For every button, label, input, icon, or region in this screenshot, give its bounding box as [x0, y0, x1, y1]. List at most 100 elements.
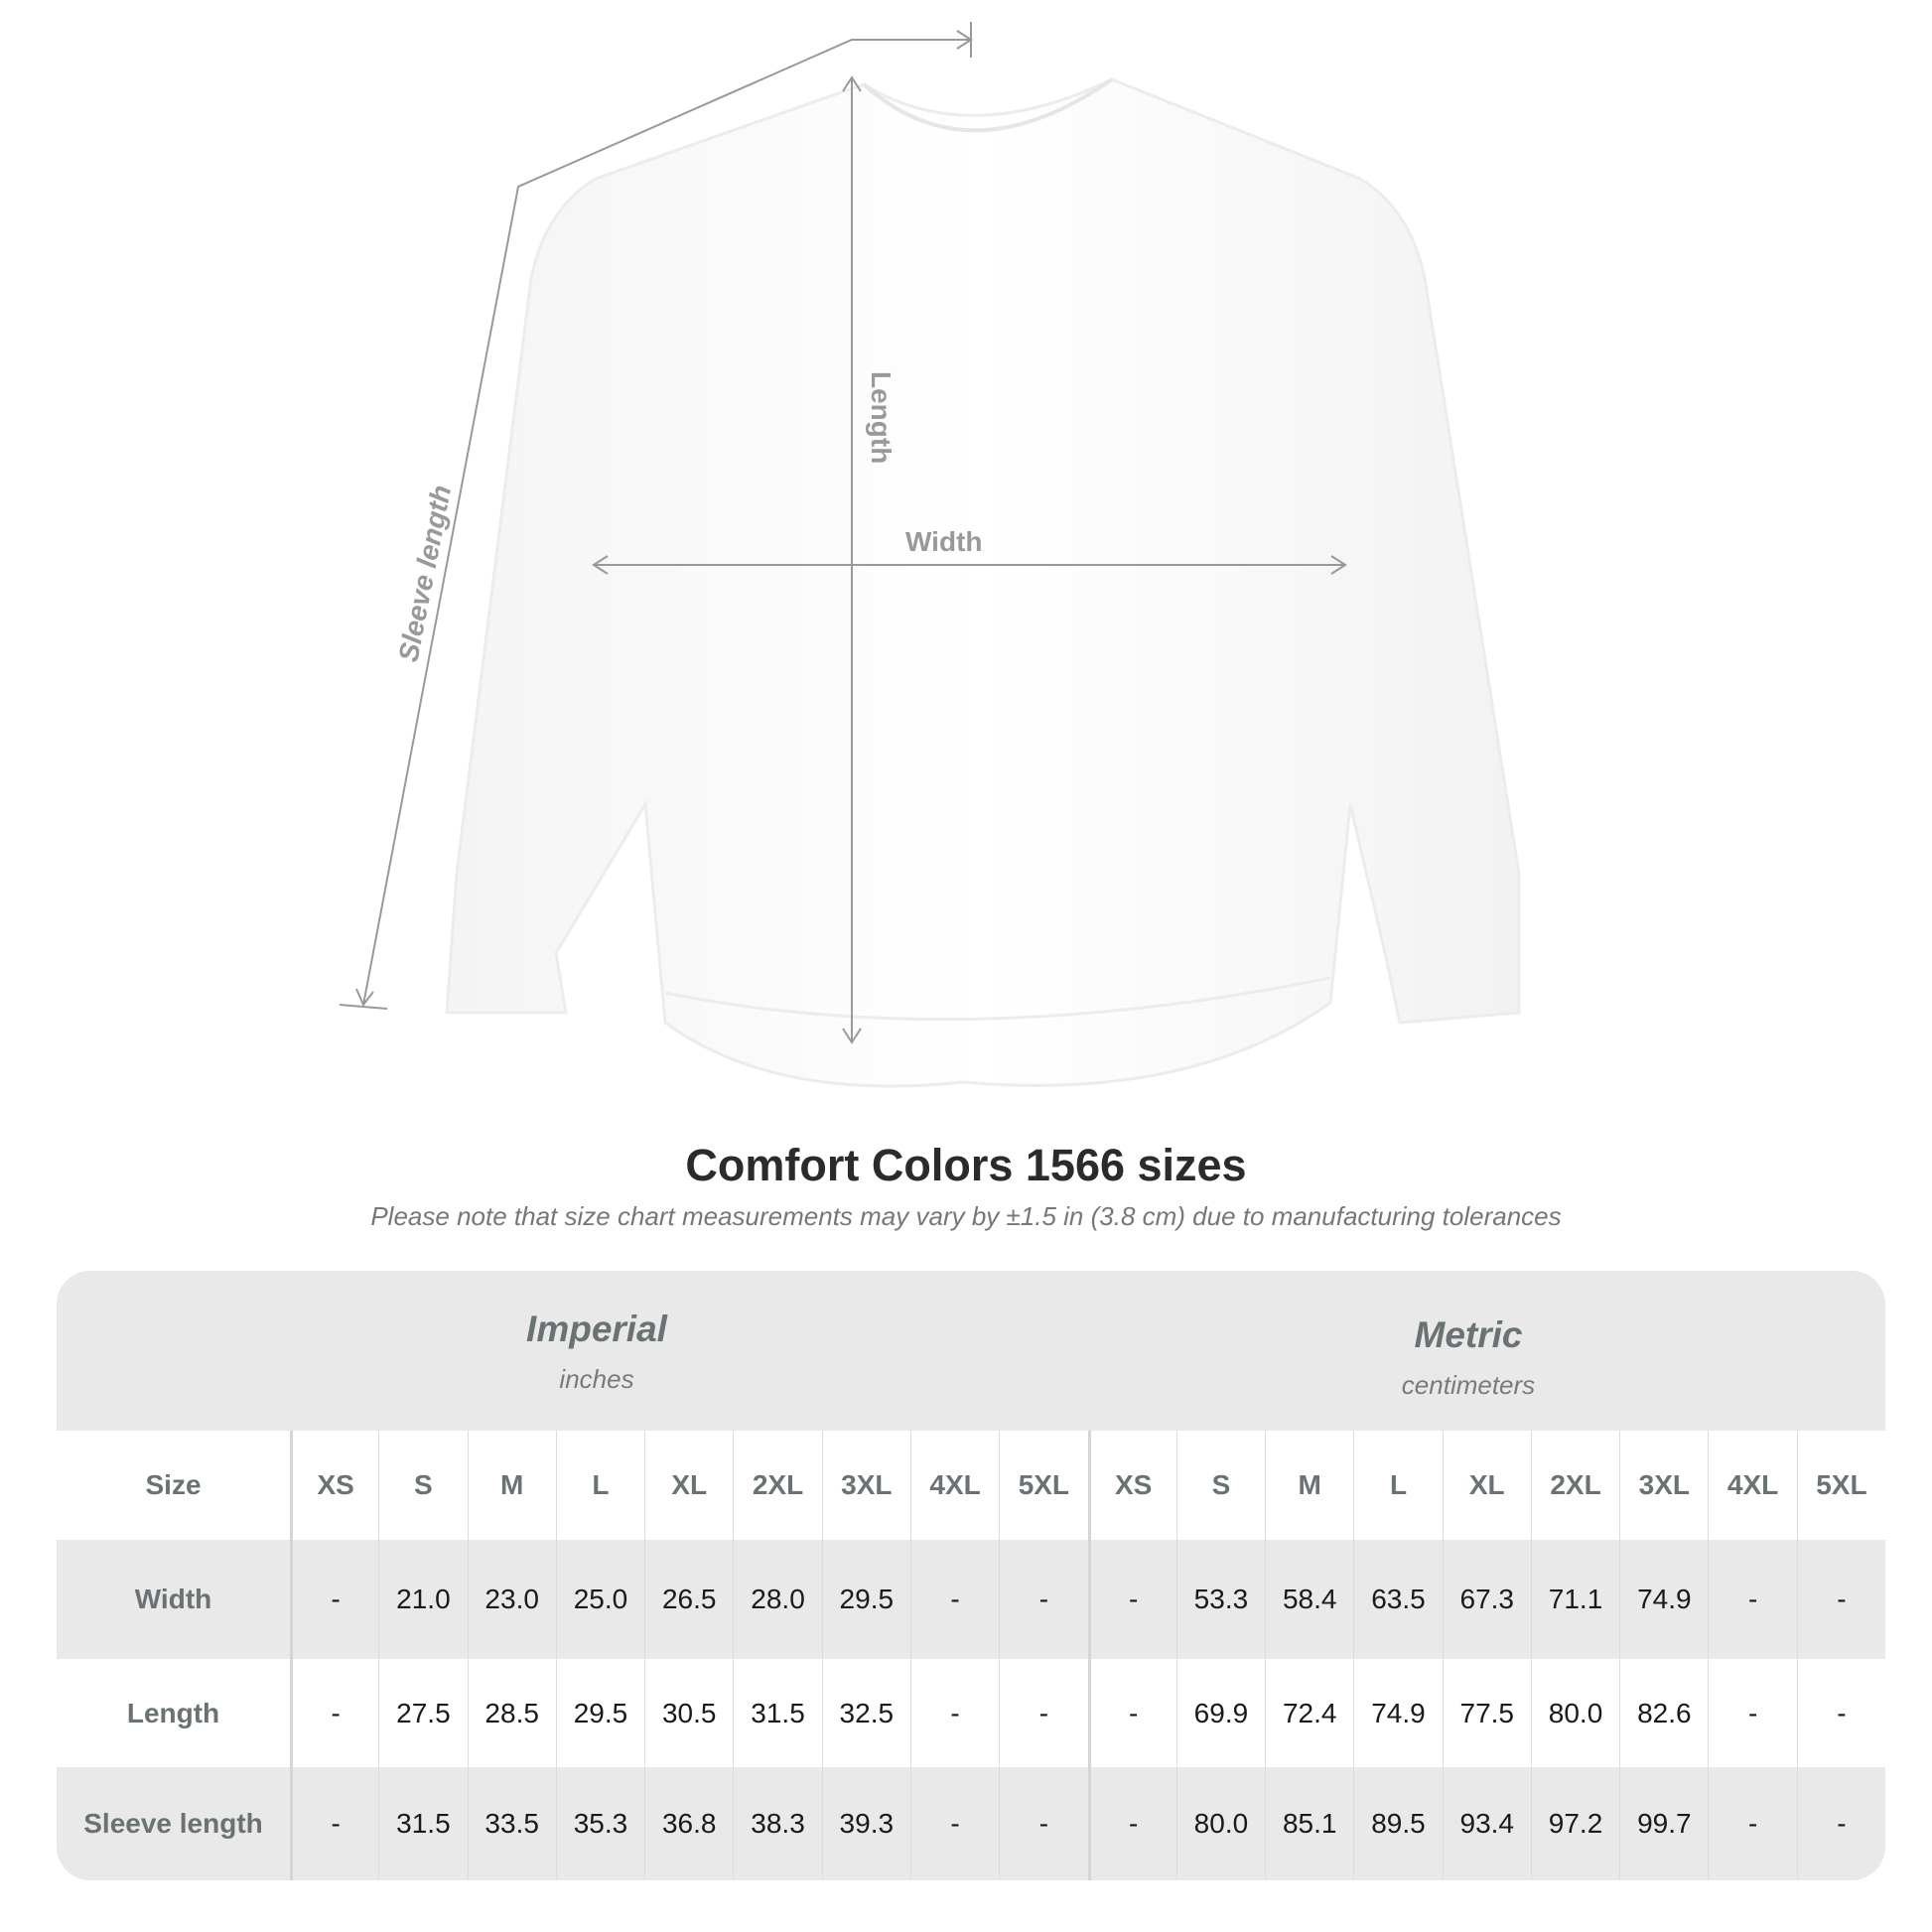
size-header-cell: XL [1442, 1431, 1531, 1540]
value-cell: 29.5 [821, 1540, 910, 1659]
width-arrow-right [1330, 555, 1347, 575]
row-label: Sleeve length [83, 1808, 263, 1839]
value-cell: 82.6 [1619, 1659, 1708, 1767]
value-cell: 63.5 [1353, 1540, 1442, 1659]
value-cell: 69.9 [1175, 1659, 1265, 1767]
sweatshirt-body [445, 77, 1521, 1088]
value-cell: 35.3 [555, 1767, 644, 1880]
value-cell: 72.4 [1265, 1659, 1353, 1767]
value-cell: - [999, 1659, 1087, 1767]
size-header-cell: 4XL [1708, 1431, 1796, 1540]
sweatshirt-diagram: Width Length Sleeve length [339, 22, 1521, 1088]
table-row: Length -27.5 28.5 29.5 30.5 31.5 32.5- - -69.9 72… [57, 1659, 1885, 1767]
value-cell: 26.5 [644, 1540, 733, 1659]
value-cell: 97.2 [1530, 1767, 1619, 1880]
value-cell: 25.0 [555, 1540, 644, 1659]
value-cell: 31.5 [378, 1767, 467, 1880]
value-cell: - [290, 1767, 378, 1880]
value-cell: 74.9 [1353, 1659, 1442, 1767]
size-header-cell: XS [290, 1431, 378, 1540]
size-header-cell: 3XL [821, 1431, 910, 1540]
table-row: Width -21.0 23.0 25.0 26.5 28.0 29.5- - -53.3 58.… [57, 1540, 1885, 1659]
width-arrow-left [592, 555, 609, 575]
value-cell: 27.5 [378, 1659, 467, 1767]
value-cell: - [1087, 1540, 1176, 1659]
sleeve-arrow-top [956, 30, 973, 50]
size-header-cell: L [1353, 1431, 1442, 1540]
metric-unit: centimeters [1401, 1370, 1536, 1400]
size-header-cell: M [1265, 1431, 1353, 1540]
value-cell: 23.0 [467, 1540, 556, 1659]
value-cell: 36.8 [644, 1767, 733, 1880]
value-cell: 67.3 [1442, 1540, 1531, 1659]
unit-header: Imperial inches Metric centimeters [57, 1271, 1885, 1431]
value-cell: 89.5 [1353, 1767, 1442, 1880]
value-cell: 93.4 [1442, 1767, 1531, 1880]
size-header-cell: 3XL [1619, 1431, 1708, 1540]
value-cell: - [1708, 1767, 1796, 1880]
value-cell: 31.5 [733, 1659, 821, 1767]
value-cell: 80.0 [1530, 1659, 1619, 1767]
size-header-cell: XS [1087, 1431, 1176, 1540]
value-cell: - [1708, 1659, 1796, 1767]
chart-title: Comfort Colors 1566 sizes [685, 1140, 1247, 1190]
waistband [664, 976, 1331, 1022]
value-cell: 28.5 [467, 1659, 556, 1767]
value-cell: - [909, 1659, 999, 1767]
size-header-cell: XL [644, 1431, 733, 1540]
value-cell: 39.3 [821, 1767, 910, 1880]
value-cell: 71.1 [1530, 1540, 1619, 1659]
metric-heading: Metric [1414, 1314, 1523, 1355]
value-cell: - [999, 1767, 1087, 1880]
value-cell: - [290, 1540, 378, 1659]
collar [862, 77, 1114, 133]
value-cell: - [1796, 1540, 1885, 1659]
value-cell: 85.1 [1265, 1767, 1353, 1880]
sleeve-line [362, 39, 971, 1006]
length-arrow-top [842, 75, 862, 92]
size-header-cell: 5XL [1796, 1431, 1885, 1540]
size-header-cell: 5XL [999, 1431, 1087, 1540]
width-label: Width [905, 526, 983, 557]
imperial-heading: Imperial [526, 1309, 667, 1349]
value-cell: - [909, 1767, 999, 1880]
value-cell: - [290, 1659, 378, 1767]
value-cell: 53.3 [1175, 1540, 1265, 1659]
imperial-group: Imperial inches [299, 1309, 895, 1395]
metric-group: Metric centimeters [1171, 1314, 1766, 1401]
value-cell: 28.0 [733, 1540, 821, 1659]
size-header-cell: M [467, 1431, 556, 1540]
sleeve-arrow-bottom [355, 988, 374, 1007]
size-header-cell: L [555, 1431, 644, 1540]
sleeve-length-label: Sleeve length [392, 483, 457, 664]
row-label: Width [134, 1584, 212, 1614]
value-cell: 32.5 [821, 1659, 910, 1767]
value-cell: - [909, 1540, 999, 1659]
value-cell: 77.5 [1442, 1659, 1531, 1767]
value-cell: 30.5 [644, 1659, 733, 1767]
size-header-cell: 2XL [1530, 1431, 1619, 1540]
imperial-unit: inches [559, 1364, 634, 1394]
size-header-cell: 2XL [733, 1431, 821, 1540]
value-cell: - [1796, 1659, 1885, 1767]
value-cell: 21.0 [378, 1540, 467, 1659]
size-header-cell: S [378, 1431, 467, 1540]
size-header-cell: S [1175, 1431, 1265, 1540]
row-label: Size [145, 1469, 202, 1500]
size-table: Imperial inches Metric centimeters Size X… [57, 1271, 1885, 1880]
value-cell: 99.7 [1619, 1767, 1708, 1880]
value-cell: - [1796, 1767, 1885, 1880]
value-cell: 29.5 [555, 1659, 644, 1767]
size-header-row: Size XS S M L XL 2XL 3XL 4XL 5XL XS S M L XL 2XL 3XL 4XL 5… [57, 1431, 1885, 1540]
length-label: Length [866, 371, 897, 464]
length-arrow-bottom [842, 1028, 862, 1044]
value-cell: 33.5 [467, 1767, 556, 1880]
table-row: Sleeve length -31.5 33.5 35.3 36.8 38.3 39.3- -… [57, 1767, 1885, 1880]
sleeve-tick-bottom [339, 1004, 388, 1010]
row-label: Length [126, 1697, 220, 1728]
tolerance-note: Please note that size chart measurements… [370, 1201, 1562, 1231]
value-cell: 74.9 [1619, 1540, 1708, 1659]
value-cell: - [1708, 1540, 1796, 1659]
value-cell: 58.4 [1265, 1540, 1353, 1659]
